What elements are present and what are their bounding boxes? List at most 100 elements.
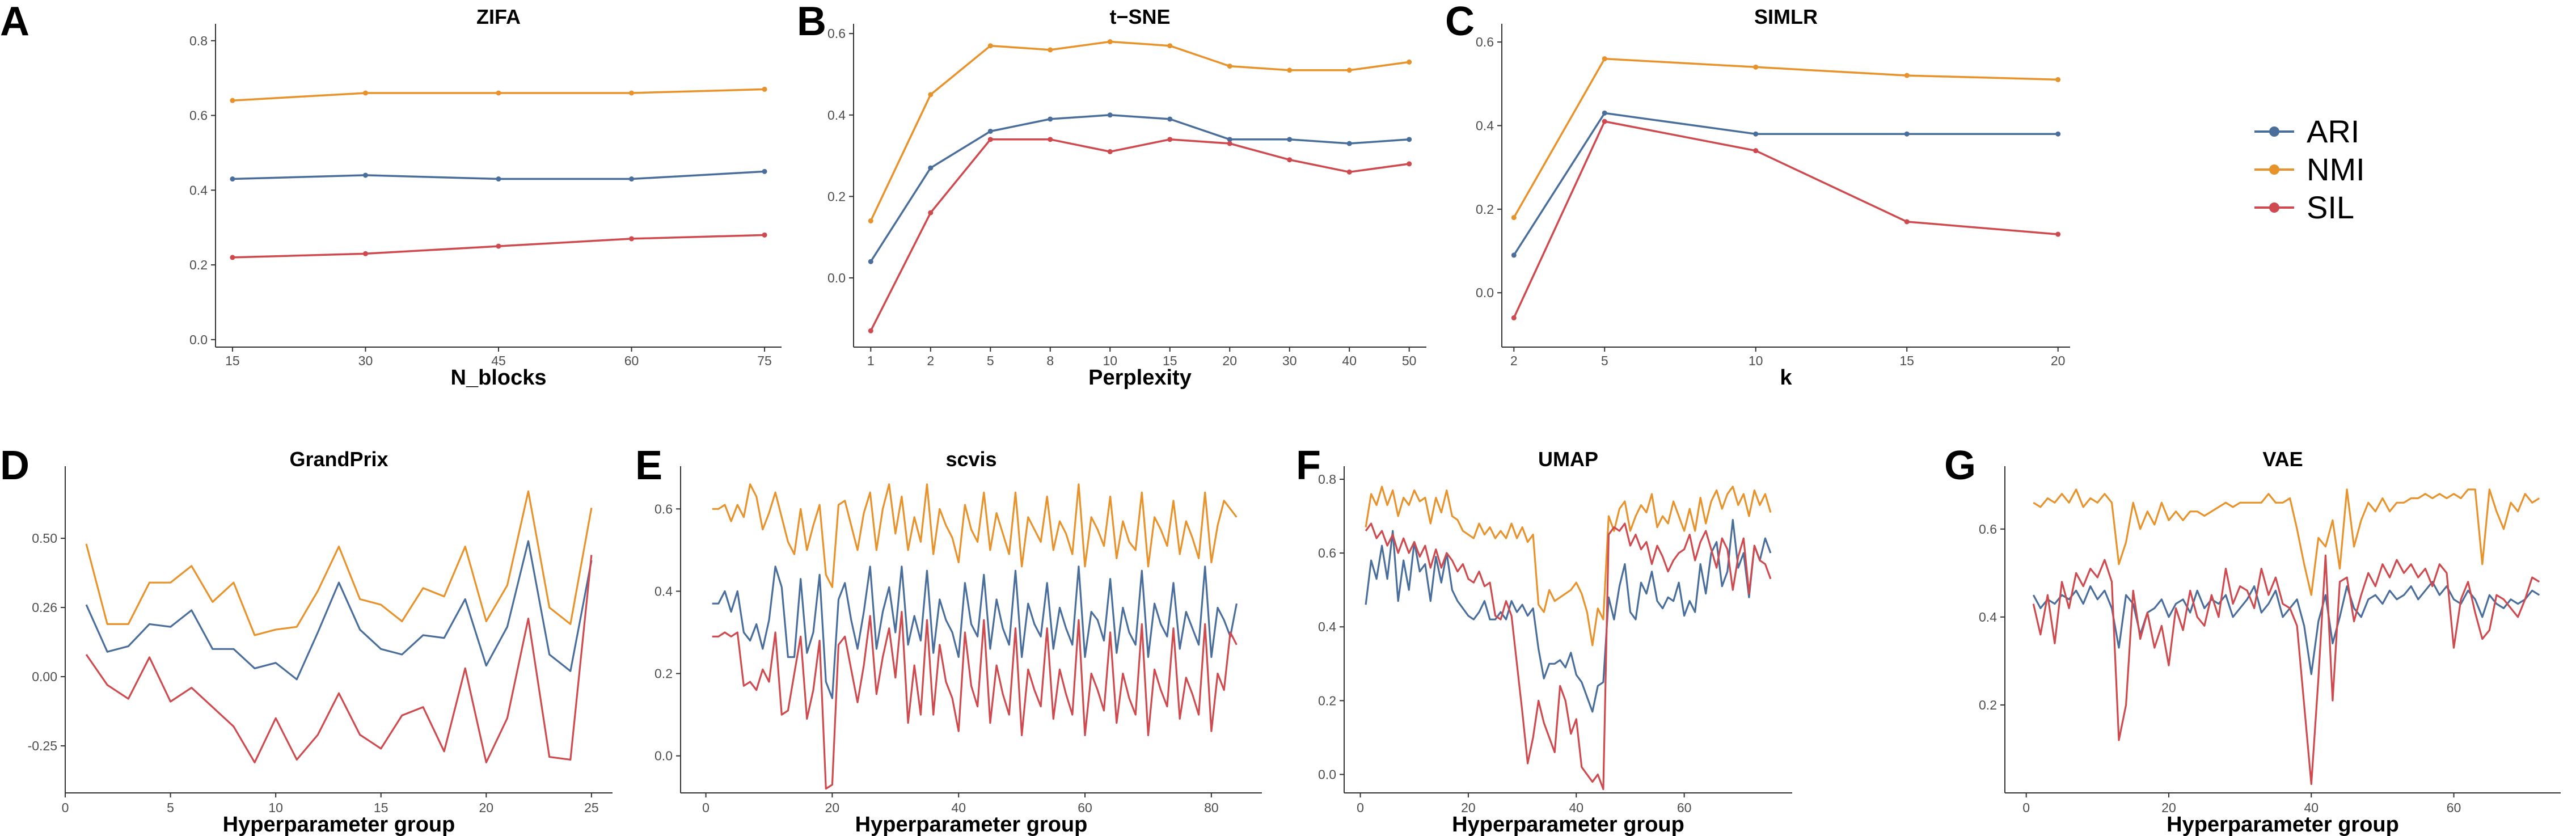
legend-label: NMI [2307, 151, 2365, 187]
data-point-nmi [762, 86, 767, 92]
panel-letter: E [635, 443, 662, 488]
y-tick-label: 0.0 [189, 332, 208, 347]
data-point-nmi [868, 218, 873, 223]
series-line-sil [85, 555, 593, 763]
x-tick-label: 2 [1510, 353, 1518, 368]
data-point-nmi [1346, 67, 1352, 73]
y-tick-label: 0.2 [1318, 693, 1336, 708]
x-tick-label: 20 [2161, 800, 2176, 815]
y-tick-label: 0.26 [32, 600, 57, 615]
x-tick-label: 0 [702, 800, 710, 815]
data-point-sil [1346, 169, 1352, 175]
series-line-sil [712, 611, 1238, 790]
chart-title: VAE [2262, 447, 2303, 471]
x-tick-label: 45 [491, 353, 506, 368]
data-point-nmi [2055, 77, 2061, 82]
y-tick-label: 0.50 [32, 531, 57, 546]
x-axis-title: Hyperparameter group [1452, 813, 1684, 836]
x-tick-label: 30 [358, 353, 373, 368]
data-point-nmi [928, 92, 934, 98]
x-tick-label: 60 [1078, 800, 1092, 815]
y-tick-label: 0.4 [1476, 118, 1494, 133]
y-tick-label: 0.6 [1318, 546, 1336, 560]
data-point-nmi [230, 98, 235, 103]
y-tick-label: 0.4 [827, 108, 846, 123]
x-tick-label: 0 [62, 800, 69, 815]
panel-f: F UMAP 0.0 0.2 0.4 0.6 0.8 0 20 40 60Hyperparamete… [1296, 443, 1792, 836]
legend-swatch-dot [2269, 126, 2279, 137]
data-point-ari [1904, 131, 1910, 137]
data-point-sil [1107, 149, 1113, 154]
y-tick-label: 0.0 [654, 749, 673, 763]
x-tick-label: 0 [2022, 800, 2030, 815]
x-tick-label: 10 [1749, 353, 1763, 368]
legend-swatch-dot [2269, 202, 2279, 213]
data-point-sil [2055, 231, 2061, 237]
y-tick-label: -0.25 [28, 738, 57, 753]
y-tick-label: 0.2 [189, 257, 208, 272]
data-point-nmi [1511, 215, 1517, 221]
chart-title: GrandPrix [289, 447, 388, 471]
y-tick-label: 0.6 [189, 108, 208, 123]
y-tick-label: 0.6 [1476, 35, 1494, 49]
x-axis-title: Hyperparameter group [223, 813, 455, 836]
y-tick-label: 0.8 [189, 33, 208, 48]
panel-g: G VAE 0.2 0.4 0.6 0 20 40 60 Hyperparameter group [1944, 443, 2561, 836]
x-tick-label: 40 [1569, 800, 1583, 815]
data-point-sil [362, 251, 368, 256]
panel-letter: B [797, 0, 826, 44]
data-point-sil [928, 210, 934, 216]
y-tick-label: 0.8 [1318, 472, 1336, 487]
y-tick-label: 0.6 [827, 26, 846, 41]
chart-title: t−SNE [1109, 5, 1170, 28]
series-line-ari [712, 565, 1238, 699]
data-point-ari [1107, 112, 1113, 118]
x-tick-label: 5 [167, 800, 174, 815]
data-point-nmi [1602, 56, 1607, 62]
series-line-ari [2032, 581, 2540, 675]
y-tick-label: 0.6 [654, 501, 673, 516]
data-point-ari [1407, 137, 1412, 142]
data-point-ari [1346, 141, 1352, 146]
chart-title: ZIFA [476, 5, 521, 28]
legend-label: SIL [2307, 189, 2354, 225]
data-point-sil [762, 232, 767, 238]
x-tick-label: 10 [268, 800, 283, 815]
series-line-sil [1365, 522, 1772, 791]
x-axis-title: Hyperparameter group [2167, 813, 2399, 836]
chart-title: SIMLR [1754, 5, 1818, 28]
y-tick-label: 0.0 [1476, 285, 1494, 300]
x-tick-label: 40 [1342, 353, 1357, 368]
data-point-ari [1602, 110, 1607, 116]
series-line-ari [85, 540, 593, 681]
data-point-sil [1048, 137, 1053, 142]
data-point-ari [496, 176, 501, 182]
series-line-nmi [85, 490, 593, 636]
data-point-ari [1287, 137, 1293, 142]
y-tick-label: 0.2 [654, 666, 673, 681]
data-point-nmi [1407, 59, 1412, 65]
series-line-sil [1513, 120, 2058, 319]
data-point-nmi [1107, 39, 1113, 45]
x-axis-title: Perplexity [1088, 366, 1192, 390]
series-line-nmi [712, 483, 1238, 588]
data-point-sil [1904, 219, 1910, 225]
series-line-nmi [1365, 485, 1772, 647]
x-tick-label: 20 [2051, 353, 2066, 368]
panel-c: C SIMLR 0.0 0.2 0.4 0.6 2 5 10 15 20 k [1445, 0, 2070, 390]
series-line-nmi [869, 40, 1409, 222]
x-tick-label: 5 [1601, 353, 1608, 368]
data-point-ari [1753, 131, 1759, 137]
panel-a: A ZIFA 0.0 0.2 0.4 0.6 0.8 15 30 45 60 75 N_blocks [0, 0, 782, 390]
x-tick-label: 15 [374, 800, 388, 815]
panel-letter: G [1944, 443, 1976, 488]
y-tick-label: 0.4 [1318, 619, 1336, 634]
x-tick-label: 15 [1163, 353, 1177, 368]
data-point-nmi [1167, 43, 1173, 49]
y-tick-label: 0.00 [32, 669, 57, 684]
chart-title: scvis [945, 447, 996, 471]
data-point-sil [868, 328, 873, 333]
chart-title: UMAP [1538, 447, 1598, 471]
x-axis-title: N_blocks [451, 366, 547, 390]
x-tick-label: 2 [927, 353, 934, 368]
